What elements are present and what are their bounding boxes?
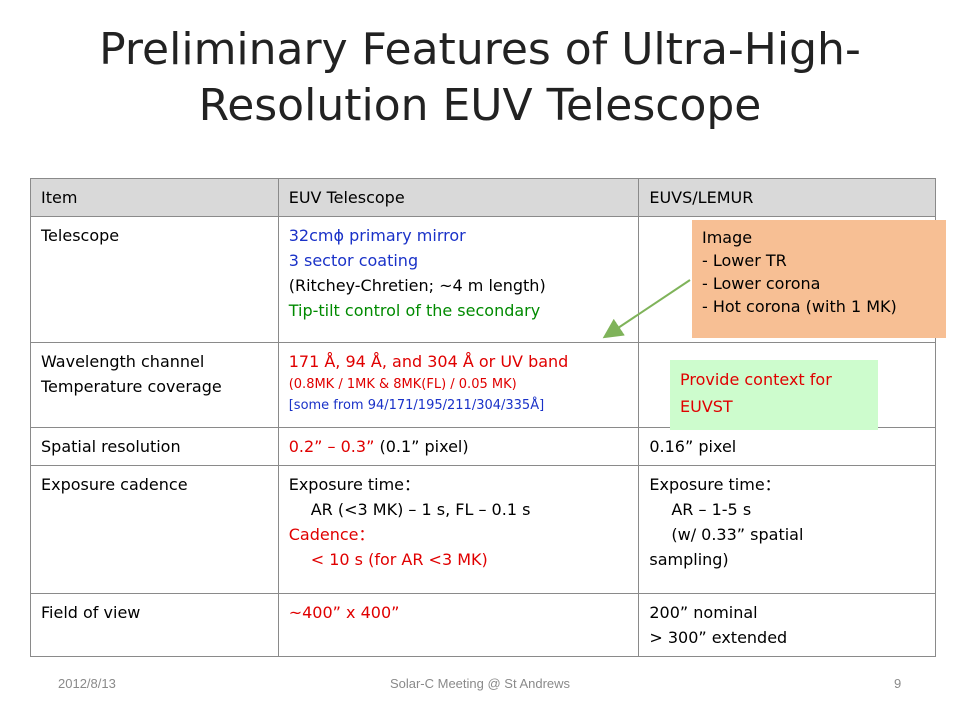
cell-spatial-lemur: 0.16” pixel [638, 427, 936, 466]
image-callout-line-4: - Hot corona (with 1 MK) [702, 297, 897, 316]
cell-telescope-item: Telescope [30, 216, 279, 343]
table-row-fov: Field of view ~400” x 400” 200” nominal … [30, 593, 936, 657]
context-callout-line-2: EUVST [680, 397, 733, 416]
euv-cadence-label: Cadence： [288, 525, 375, 544]
cell-spatial-item: Spatial resolution [30, 427, 279, 466]
cell-wavelength-item: Wavelength channel Temperature coverage [30, 342, 279, 428]
cell-exposure-lemur: Exposure time： AR – 1-5 s (w/ 0.33” spat… [638, 465, 936, 594]
slide-title: Preliminary Features of Ultra-High- Reso… [40, 22, 920, 134]
footer-date: 2012/8/13 [58, 676, 116, 691]
lemur-sampling-note: (w/ 0.33” spatial [671, 525, 804, 544]
cell-exposure-item: Exposure cadence [30, 465, 279, 594]
image-callout: Image - Lower TR - Lower corona - Hot co… [692, 220, 946, 338]
spatial-pixel-value: (0.1” pixel) [374, 437, 469, 456]
header-euvs-lemur: EUVS/LEMUR [638, 178, 936, 217]
euv-cadence-value: < 10 s (for AR <3 MK) [310, 550, 488, 569]
telescope-tip-tilt: Tip-tilt control of the secondary [288, 301, 541, 320]
cell-fov-lemur: 200” nominal > 300” extended [638, 593, 936, 657]
wavelength-label: Wavelength channel [41, 352, 205, 371]
cell-fov-item: Field of view [30, 593, 279, 657]
cell-spatial-euv: 0.2” – 0.3” (0.1” pixel) [277, 427, 640, 466]
table-header-row: Item EUV Telescope EUVS/LEMUR [30, 178, 936, 217]
temperature-label: Temperature coverage [41, 377, 222, 396]
lemur-exposure-time-value: AR – 1-5 s [671, 500, 752, 519]
table-row-exposure: Exposure cadence Exposure time： AR (<3 M… [30, 465, 936, 594]
cell-exposure-euv: Exposure time： AR (<3 MK) – 1 s, FL – 0.… [277, 465, 640, 594]
image-callout-line-3: - Lower corona [702, 274, 821, 293]
fov-nominal: 200” nominal [649, 603, 758, 622]
wavelength-alternatives: [some from 94/171/195/211/304/335Å] [288, 398, 545, 413]
header-item: Item [30, 178, 279, 217]
image-callout-line-1: Image [702, 228, 753, 247]
slide-title-line-1: Preliminary Features of Ultra-High- [99, 24, 861, 75]
table-row-spatial: Spatial resolution 0.2” – 0.3” (0.1” pix… [30, 427, 936, 466]
euv-exposure-time-label: Exposure time： [288, 475, 421, 494]
temperature-values: (0.8MK / 1MK & 8MK(FL) / 0.05 MK) [288, 377, 517, 392]
footer-page-number: 9 [894, 676, 902, 691]
cell-fov-euv: ~400” x 400” [277, 593, 640, 657]
lemur-exposure-time-label: Exposure time： [649, 475, 781, 494]
wavelength-bands: 171 Å, 94 Å, and 304 Å or UV band [288, 352, 569, 371]
header-euv-telescope: EUV Telescope [277, 178, 640, 217]
footer-meeting: Solar-C Meeting @ St Andrews [389, 676, 571, 691]
telescope-coating: 3 sector coating [288, 251, 419, 270]
cell-telescope-euv: 32cmϕ primary mirror 3 sector coating (R… [277, 216, 640, 343]
lemur-sampling-note-cont: sampling) [649, 550, 729, 569]
context-callout: Provide context for EUVST [670, 360, 878, 430]
cell-wavelength-euv: 171 Å, 94 Å, and 304 Å or UV band (0.8MK… [277, 342, 640, 428]
telescope-mirror: 32cmϕ primary mirror [288, 226, 466, 245]
context-callout-line-1: Provide context for [680, 370, 832, 389]
image-callout-line-2: - Lower TR [702, 251, 787, 270]
fov-extended: > 300” extended [649, 628, 788, 647]
telescope-design: (Ritchey-Chretien; ~4 m length) [288, 276, 546, 295]
spatial-resolution-value: 0.2” – 0.3” [288, 437, 375, 456]
slide-title-line-2: Resolution EUV Telescope [198, 80, 762, 131]
euv-exposure-time-value: AR (<3 MK) – 1 s, FL – 0.1 s [310, 500, 531, 519]
